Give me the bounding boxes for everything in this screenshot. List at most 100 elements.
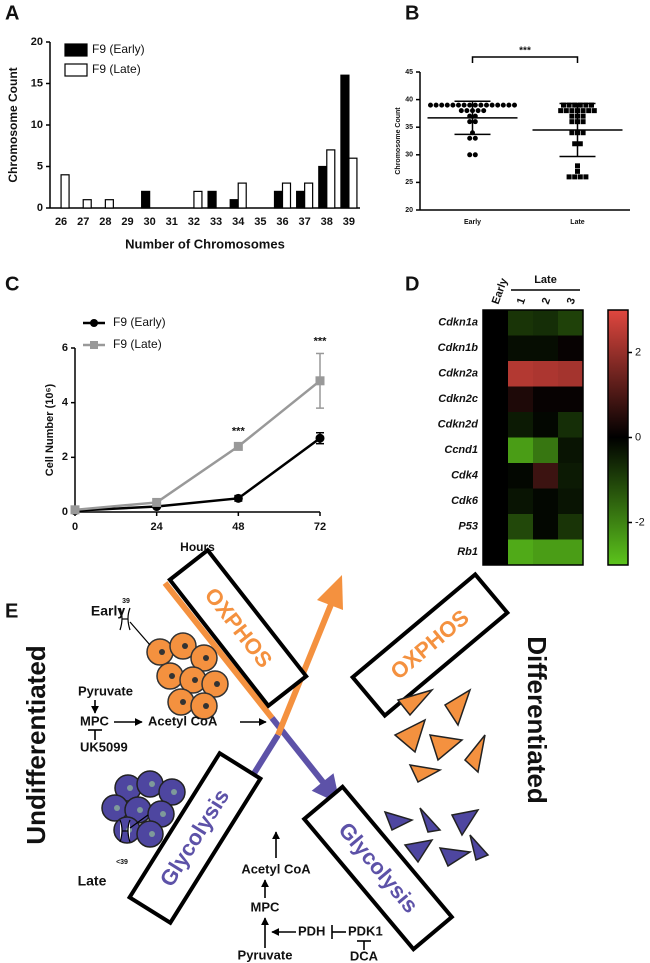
- heat-cell: [558, 310, 584, 336]
- x-tick-label: 24: [151, 521, 164, 533]
- legend-swatch: [64, 63, 88, 77]
- significance-label: ***: [232, 426, 246, 438]
- data-point: [475, 108, 481, 114]
- heat-cell: [483, 514, 509, 540]
- y-tick-label: 40: [405, 96, 413, 103]
- x-tick-label: 36: [276, 216, 288, 228]
- colorbar-tick-label: 0: [635, 431, 641, 443]
- data-point: [472, 135, 478, 141]
- x-tick-label: 0: [72, 521, 78, 533]
- y-tick-label: 10: [31, 119, 43, 131]
- data-point: [464, 108, 470, 114]
- panel-letter: B: [405, 2, 419, 24]
- legend-marker: [90, 319, 98, 327]
- data-point: [577, 174, 583, 180]
- x-tick-label: 38: [321, 216, 333, 228]
- heat-cell: [533, 488, 559, 515]
- panel-letter: D: [405, 273, 419, 295]
- panel-letter: C: [5, 273, 19, 295]
- y-axis-label: Cell Number (10⁶): [44, 383, 56, 476]
- data-point: [481, 108, 487, 114]
- bar: [348, 157, 358, 209]
- bar: [340, 74, 350, 209]
- row-label: Cdk4: [451, 470, 478, 482]
- heat-cell: [508, 539, 534, 566]
- heat-cell: [483, 539, 509, 566]
- bar: [326, 149, 336, 209]
- x-tick-label: 39: [343, 216, 355, 228]
- y-tick-label: 20: [405, 207, 413, 214]
- heat-cell: [533, 539, 559, 566]
- row-label: Cdkn2a: [438, 368, 478, 380]
- differentiated-glycolysis-cells: [383, 807, 490, 868]
- differentiated-oxphos-cells: [393, 688, 486, 784]
- data-point: [583, 174, 589, 180]
- x-tick-label: 35: [254, 216, 266, 228]
- heatmap-border: [482, 309, 584, 566]
- chromosome-icon: [119, 607, 151, 843]
- heat-cell: [508, 361, 534, 387]
- data-point: [506, 102, 512, 108]
- heat-cell: [508, 437, 534, 464]
- heat-cell: [558, 463, 584, 489]
- heat-cell: [533, 412, 559, 438]
- legend-label: F9 (Early): [113, 315, 166, 329]
- row-label: P53: [458, 521, 478, 533]
- colorbar-tick-label: 2: [635, 346, 641, 358]
- enzyme: MPC: [251, 899, 281, 914]
- y-tick-label: 2: [62, 451, 68, 463]
- x-tick-label: Late: [570, 219, 585, 226]
- bar: [304, 182, 314, 209]
- heat-cell: [483, 488, 509, 515]
- column-group-label: Late: [534, 274, 557, 286]
- data-point: [428, 102, 433, 108]
- oxphos-box: OXPHOS: [349, 571, 511, 719]
- enzyme: PDH: [298, 923, 325, 938]
- bar: [207, 190, 217, 209]
- x-tick-label: 34: [232, 216, 245, 228]
- data-point: [558, 108, 564, 114]
- data-point: [495, 102, 501, 108]
- x-tick-label: 28: [99, 216, 111, 228]
- data-point: [569, 130, 575, 136]
- row-label: Cdkn1b: [438, 342, 479, 354]
- bar: [82, 199, 92, 209]
- x-tick-label: 48: [232, 521, 244, 533]
- data-point: [433, 102, 439, 108]
- heat-cell: [508, 463, 534, 489]
- heat-cell: [533, 310, 559, 336]
- heat-cell: [508, 335, 534, 362]
- metabolite: Acetyl CoA: [148, 713, 218, 728]
- data-point: [580, 113, 586, 119]
- oxphos-line: [275, 600, 335, 737]
- data-point: [484, 102, 489, 108]
- column-label: Early: [490, 276, 511, 306]
- heat-cell: [533, 514, 559, 540]
- bar: [237, 182, 247, 209]
- x-axis-label: Hours: [180, 540, 215, 554]
- heat-cell: [533, 437, 559, 464]
- heat-cell: [483, 412, 509, 438]
- y-tick-label: 30: [405, 152, 413, 159]
- data-point: [572, 141, 578, 147]
- heat-cell: [533, 463, 559, 489]
- y-tick-label: 35: [405, 124, 413, 131]
- data-point: [580, 119, 586, 125]
- x-tick-label: 30: [144, 216, 156, 228]
- heat-cell: [533, 386, 559, 413]
- oxphos-box: OXPHOS: [167, 547, 309, 709]
- data-point: [233, 493, 243, 503]
- data-point: [456, 102, 461, 108]
- row-label: Cdkn2d: [438, 419, 479, 431]
- early-nuclei: [159, 643, 220, 709]
- side-label: Undifferentiated: [21, 645, 51, 844]
- data-point: [152, 497, 162, 507]
- x-tick-label: 26: [55, 216, 67, 228]
- data-point: [472, 152, 478, 158]
- data-point: [233, 441, 243, 451]
- count-label: <39: [116, 859, 128, 866]
- colorbar-tick-label: -2: [635, 516, 645, 528]
- colorbar: [607, 309, 629, 566]
- data-point: [580, 130, 586, 136]
